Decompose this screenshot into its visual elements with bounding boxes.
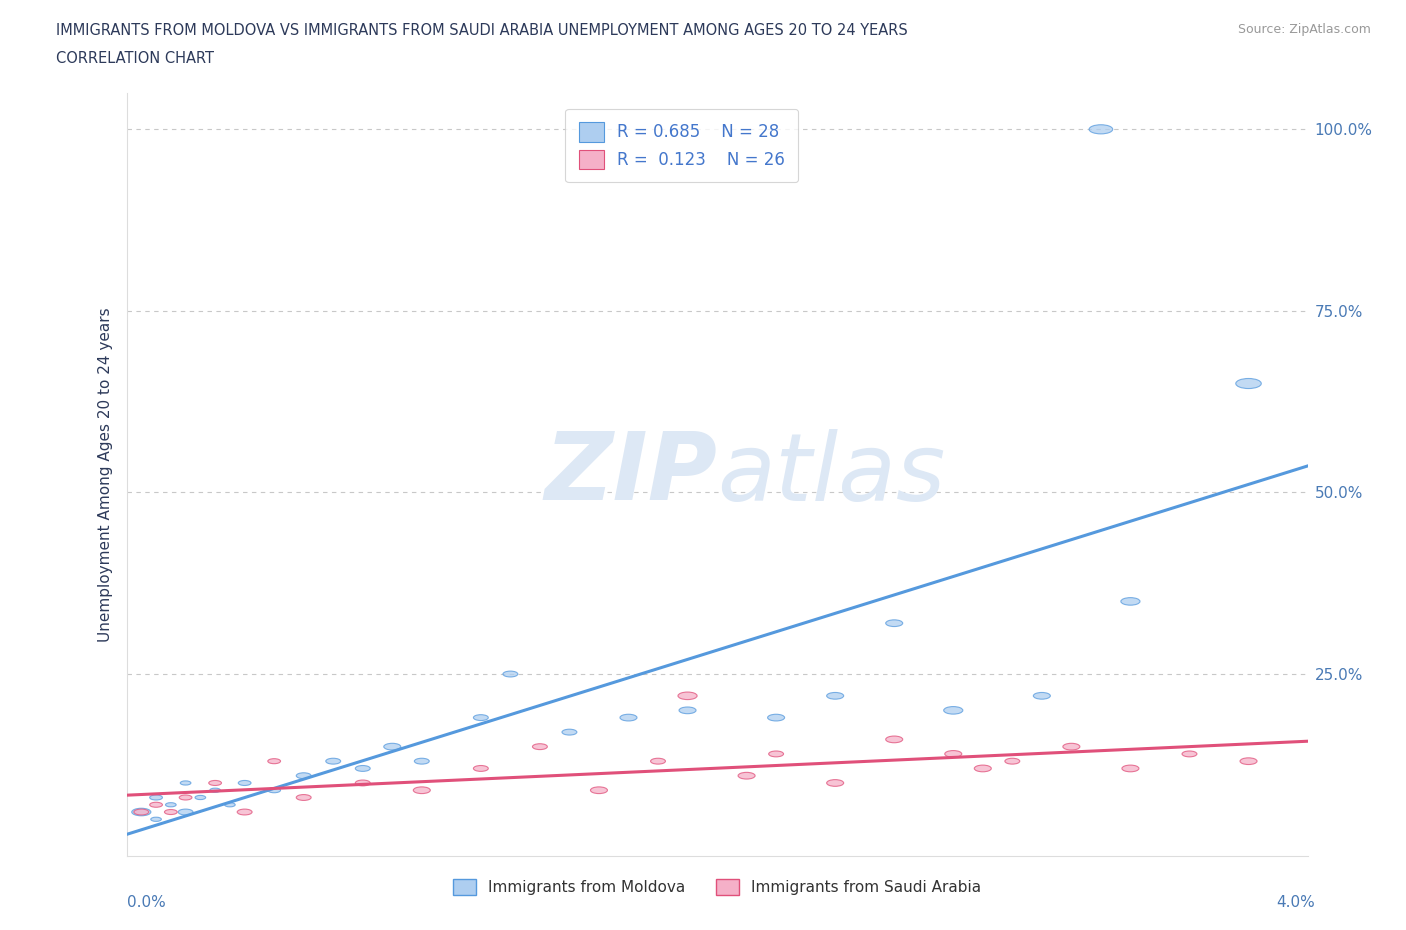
- Ellipse shape: [225, 803, 235, 807]
- Ellipse shape: [1122, 765, 1139, 772]
- Ellipse shape: [943, 707, 963, 714]
- Ellipse shape: [149, 803, 163, 807]
- Ellipse shape: [356, 780, 370, 786]
- Ellipse shape: [150, 817, 162, 821]
- Ellipse shape: [827, 693, 844, 699]
- Ellipse shape: [1121, 598, 1140, 605]
- Ellipse shape: [620, 714, 637, 721]
- Ellipse shape: [195, 795, 205, 800]
- Ellipse shape: [886, 736, 903, 743]
- Ellipse shape: [945, 751, 962, 757]
- Ellipse shape: [149, 795, 163, 800]
- Ellipse shape: [356, 765, 370, 771]
- Ellipse shape: [166, 803, 176, 807]
- Ellipse shape: [1182, 751, 1197, 757]
- Ellipse shape: [1005, 758, 1019, 764]
- Ellipse shape: [474, 765, 488, 771]
- Ellipse shape: [1033, 693, 1050, 699]
- Ellipse shape: [533, 744, 547, 750]
- Ellipse shape: [297, 794, 311, 801]
- Ellipse shape: [415, 758, 429, 764]
- Text: Source: ZipAtlas.com: Source: ZipAtlas.com: [1237, 23, 1371, 36]
- Ellipse shape: [974, 765, 991, 772]
- Text: atlas: atlas: [717, 429, 945, 520]
- Ellipse shape: [827, 779, 844, 787]
- Ellipse shape: [1090, 125, 1112, 134]
- Ellipse shape: [591, 787, 607, 793]
- Ellipse shape: [651, 758, 665, 764]
- Ellipse shape: [208, 780, 222, 786]
- Ellipse shape: [1236, 379, 1261, 389]
- Text: IMMIGRANTS FROM MOLDOVA VS IMMIGRANTS FROM SAUDI ARABIA UNEMPLOYMENT AMONG AGES : IMMIGRANTS FROM MOLDOVA VS IMMIGRANTS FR…: [56, 23, 908, 38]
- Ellipse shape: [179, 795, 193, 800]
- Ellipse shape: [238, 809, 252, 815]
- Ellipse shape: [474, 714, 488, 721]
- Ellipse shape: [209, 788, 221, 792]
- Text: 0.0%: 0.0%: [127, 895, 166, 910]
- Ellipse shape: [179, 809, 193, 815]
- Text: CORRELATION CHART: CORRELATION CHART: [56, 51, 214, 66]
- Ellipse shape: [678, 692, 697, 699]
- Ellipse shape: [768, 714, 785, 721]
- Ellipse shape: [562, 729, 576, 735]
- Ellipse shape: [132, 808, 150, 816]
- Ellipse shape: [267, 788, 281, 792]
- Ellipse shape: [238, 780, 252, 786]
- Ellipse shape: [165, 809, 177, 815]
- Ellipse shape: [886, 619, 903, 627]
- Ellipse shape: [326, 758, 340, 764]
- Ellipse shape: [134, 809, 149, 815]
- Legend: Immigrants from Moldova, Immigrants from Saudi Arabia: Immigrants from Moldova, Immigrants from…: [447, 873, 987, 901]
- Text: ZIP: ZIP: [544, 429, 717, 520]
- Y-axis label: Unemployment Among Ages 20 to 24 years: Unemployment Among Ages 20 to 24 years: [97, 307, 112, 642]
- Ellipse shape: [1240, 758, 1257, 764]
- Ellipse shape: [1063, 743, 1080, 750]
- Ellipse shape: [738, 772, 755, 779]
- Ellipse shape: [769, 751, 783, 757]
- Ellipse shape: [267, 759, 281, 764]
- Text: 4.0%: 4.0%: [1275, 895, 1315, 910]
- Ellipse shape: [180, 781, 191, 785]
- Ellipse shape: [679, 707, 696, 713]
- Ellipse shape: [413, 787, 430, 793]
- Ellipse shape: [384, 743, 401, 750]
- Ellipse shape: [503, 671, 517, 677]
- Ellipse shape: [297, 773, 311, 778]
